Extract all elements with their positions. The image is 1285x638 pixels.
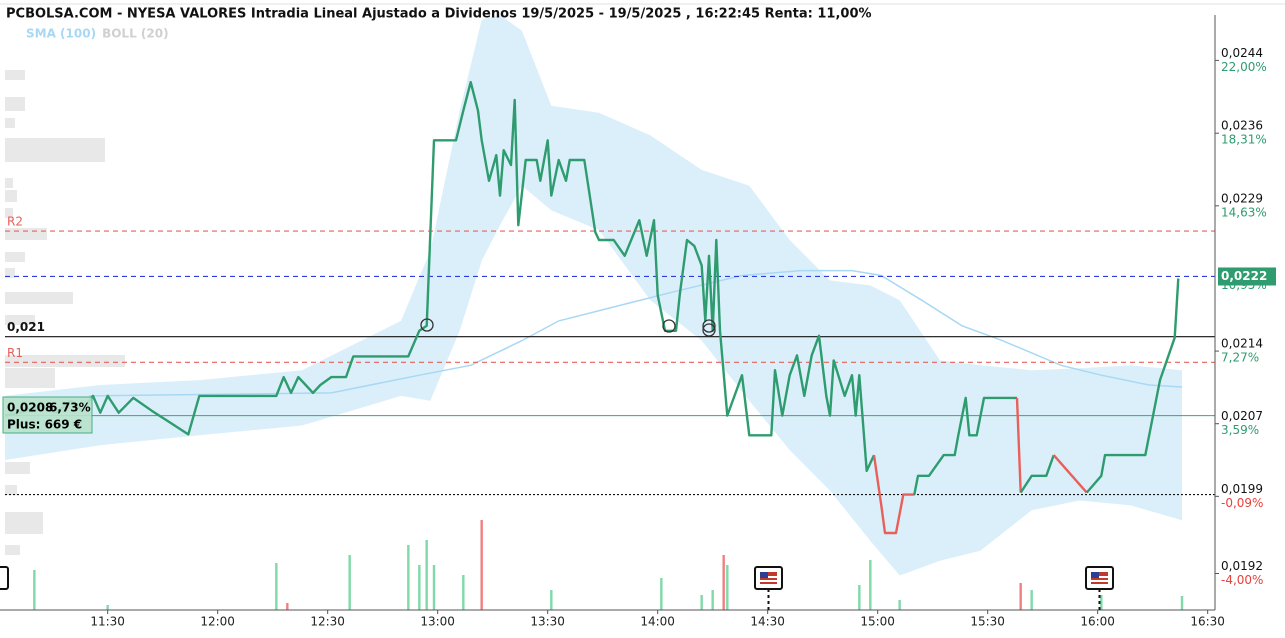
y2-tick-label: 18,31% [1221, 133, 1267, 147]
position-price: 0,0208 [7, 401, 53, 415]
y-tick-label: 0,0207 [1221, 409, 1263, 423]
volume-bar [711, 590, 714, 610]
reference-label: R2 [7, 215, 23, 229]
y-tick-label: 0,0214 [1221, 337, 1263, 351]
price-line [1015, 397, 1022, 493]
volume-bar [286, 603, 289, 610]
x-tick-label: 14:00 [640, 615, 675, 629]
price-line [4, 80, 876, 473]
y2-tick-label: 22,00% [1221, 60, 1267, 74]
y-tick-label: 0,0244 [1221, 46, 1263, 60]
volume-bar [106, 605, 109, 610]
volume-bar [480, 520, 483, 610]
volume-profile [5, 70, 125, 555]
last-price-label: 0,0222 [1221, 269, 1267, 283]
volume-bar [700, 595, 703, 610]
reference-label: 0,021 [7, 320, 45, 334]
x-tick-label: 12:30 [310, 615, 345, 629]
volume-bar [1030, 590, 1033, 610]
price-line [913, 396, 1017, 495]
price-line [1052, 454, 1088, 494]
legend: SMA (100) BOLL (20) [26, 27, 169, 41]
markers [420, 318, 716, 337]
x-tick-label: 11:30 [90, 615, 125, 629]
bollinger-band [5, 15, 1182, 576]
x-tick-label: 14:30 [750, 615, 785, 629]
chart-title: PCBOLSA.COM - NYESA VALORES Intradia Lin… [6, 7, 872, 22]
reference-label: R1 [7, 346, 23, 360]
y-tick-label: 0,0229 [1221, 191, 1263, 205]
price-line [1019, 454, 1055, 494]
volume-bar [275, 563, 278, 610]
price-line [1085, 278, 1180, 494]
y2-tick-label: 14,63% [1221, 205, 1267, 219]
sma-line [89, 269, 1183, 397]
volume-bar [722, 555, 725, 610]
y-tick-label: 0,0236 [1221, 119, 1263, 133]
y2-tick-label: -0,09% [1221, 496, 1263, 510]
x-tick-label: 13:00 [420, 615, 455, 629]
volume-bar [432, 565, 436, 610]
volume-bar [418, 565, 421, 610]
volume-bar [1019, 583, 1022, 610]
volume-bar [869, 560, 872, 610]
position-box: 0,0208 6,73% Plus: 669 € [2, 396, 93, 434]
volume-bar [726, 565, 729, 610]
legend-entry: SMA (100) [26, 27, 96, 41]
position-pct: 6,73% [49, 401, 91, 415]
frame [0, 3, 1285, 611]
price-line [872, 454, 915, 535]
volume-bar [33, 570, 36, 610]
x-tick-label: 16:30 [1190, 615, 1225, 629]
volume-bar [550, 590, 553, 610]
y2-tick-label: 3,59% [1221, 423, 1259, 437]
volume-bar [348, 555, 351, 610]
y2-tick-label: 7,27% [1221, 351, 1259, 365]
volume-bar [898, 600, 901, 610]
y-tick-label: 0,0192 [1221, 559, 1263, 573]
volume-bar [660, 578, 663, 610]
plot: R2 0,021 R1 [4, 15, 1215, 610]
volume-bar [425, 540, 428, 610]
volume-bar [462, 575, 465, 610]
position-plus: Plus: 669 € [7, 418, 82, 432]
y2-tick-label: -4,00% [1221, 573, 1263, 587]
x-tick-label: 13:30 [530, 615, 565, 629]
x-tick-label: 12:00 [200, 615, 235, 629]
x-tick-label: 15:30 [970, 615, 1005, 629]
volume-bar [407, 545, 410, 610]
volume-bar [858, 585, 861, 610]
volume-bar [1100, 595, 1103, 610]
x-tick-label: 16:00 [1080, 615, 1115, 629]
legend-entry: BOLL (20) [102, 27, 169, 41]
last-price-box [1218, 267, 1276, 286]
volume-bar [1180, 596, 1184, 610]
y-tick-label: 0,0199 [1221, 482, 1263, 496]
x-tick-label: 15:00 [860, 615, 895, 629]
news-flags [0, 566, 1114, 610]
